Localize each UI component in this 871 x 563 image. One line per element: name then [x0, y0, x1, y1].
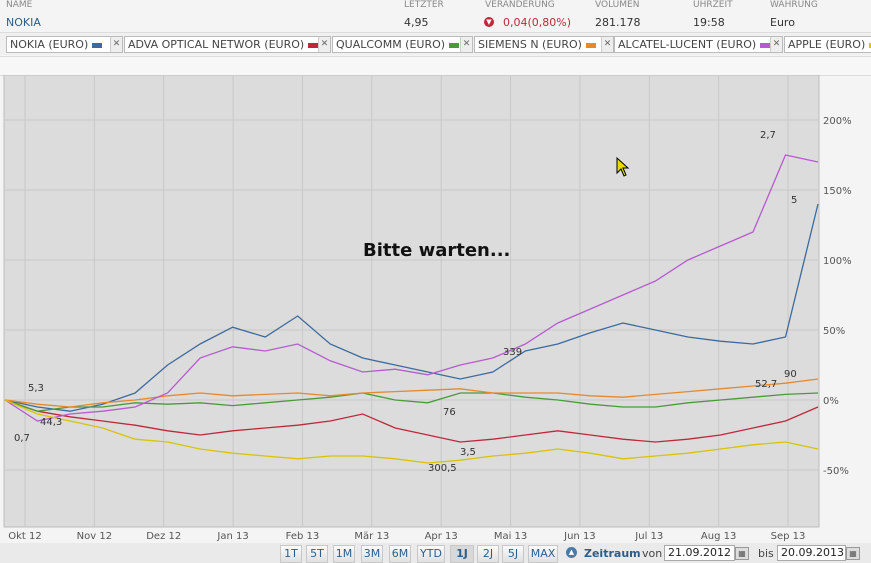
stock-name[interactable]: NOKIA — [6, 16, 41, 29]
table-row[interactable]: NOKIA 4,95 ▼ 0,04(0,80%) 281.178 19:58 E… — [0, 13, 871, 33]
annotation-label: 44,3 — [40, 417, 62, 428]
period-button-6m[interactable]: 6M — [389, 545, 411, 563]
x-tick-label: Mär 13 — [354, 531, 389, 542]
remove-icon[interactable]: ✕ — [110, 37, 122, 52]
chip-adva[interactable]: ADVA OPTICAL NETWOR (EURO) ✕ — [124, 36, 331, 53]
col-currency: WÄHRUNG — [770, 0, 818, 10]
series-line — [4, 203, 819, 412]
y-tick-label: -50% — [823, 466, 849, 477]
annotation-label: 76 — [443, 407, 456, 418]
chip-apple[interactable]: APPLE (EURO) — [784, 36, 871, 53]
period-button-ytd[interactable]: YTD — [417, 545, 445, 563]
col-name: NAME — [6, 0, 33, 10]
color-swatch — [869, 42, 871, 48]
x-tick-label: Jul 13 — [634, 531, 663, 542]
x-tick-label: Nov 12 — [77, 531, 112, 542]
comparison-chips: NOKIA (EURO) ✕ ADVA OPTICAL NETWOR (EURO)… — [0, 33, 871, 55]
annotation-label: 300,5 — [428, 463, 457, 474]
volume-value: 281.178 — [595, 16, 641, 29]
period-button-5j[interactable]: 5J — [502, 545, 524, 563]
toolbar-strip — [0, 56, 871, 76]
chip-label: QUALCOMM (EURO) — [336, 38, 446, 51]
to-label: bis — [758, 547, 774, 560]
annotation-label: 2,7 — [760, 130, 776, 141]
remove-icon[interactable]: ✕ — [601, 37, 613, 52]
color-swatch — [308, 42, 319, 48]
chip-label: APPLE (EURO) — [788, 38, 866, 51]
y-tick-label: 200% — [823, 116, 852, 127]
chip-label: SIEMENS N (EURO) — [478, 38, 582, 51]
x-tick-label: Sep 13 — [771, 531, 806, 542]
series-line — [4, 154, 819, 422]
series-line — [4, 392, 819, 412]
plot-area — [3, 75, 820, 528]
chip-label: NOKIA (EURO) — [10, 38, 89, 51]
x-tick-label: Mai 13 — [494, 531, 527, 542]
y-tick-label: 50% — [823, 326, 845, 337]
annotation-label: 90 — [784, 369, 797, 380]
collapse-icon[interactable]: ▲ — [566, 547, 577, 558]
color-swatch — [449, 42, 460, 48]
price-change: 0,04(0,80%) — [503, 16, 572, 29]
last-price: 4,95 — [404, 16, 429, 29]
loading-message: Bitte warten... — [363, 240, 511, 261]
period-button-2j[interactable]: 2J — [477, 545, 499, 563]
col-last: LETZTER — [404, 0, 444, 10]
down-arrow-icon: ▼ — [484, 17, 494, 27]
period-button-1j[interactable]: 1J — [450, 545, 474, 563]
chip-label: ALCATEL-LUCENT (EURO) — [618, 38, 757, 51]
price-chart: 200% 150% 100% 50% 0% -50% Okt 12 Nov 12 Dez 12… — [3, 75, 852, 542]
y-tick-label: 100% — [823, 256, 852, 267]
to-date-input[interactable]: 20.09.2013 — [777, 545, 846, 561]
remove-icon[interactable]: ✕ — [318, 37, 330, 52]
time-value: 19:58 — [693, 16, 725, 29]
series-line — [4, 378, 819, 408]
annotation-label: 5 — [791, 195, 797, 206]
color-swatch — [760, 42, 771, 48]
annotation-label: 339 — [503, 347, 522, 358]
x-tick-label: Jan 13 — [216, 531, 248, 542]
from-date-input[interactable]: 21.09.2012 — [664, 545, 735, 561]
x-tick-label: Apr 13 — [425, 531, 458, 542]
x-tick-label: Okt 12 — [8, 531, 42, 542]
color-swatch — [92, 42, 103, 48]
period-button-1t[interactable]: 1T — [280, 545, 302, 563]
chip-nokia[interactable]: NOKIA (EURO) ✕ — [6, 36, 123, 53]
period-button-1m[interactable]: 1M — [333, 545, 355, 563]
period-controls: 1T 5T 1M 3M 6M YTD 1J 2J 5J MAX ▲ Zeitra… — [0, 543, 871, 563]
color-swatch — [585, 42, 596, 48]
annotation-label: 0,7 — [14, 433, 30, 444]
chip-qualcomm[interactable]: QUALCOMM (EURO) ✕ — [332, 36, 473, 53]
range-label: Zeitraum — [584, 547, 641, 560]
series-line — [4, 399, 819, 464]
chip-alcatel[interactable]: ALCATEL-LUCENT (EURO) ✕ — [614, 36, 783, 53]
series-line — [4, 399, 819, 443]
mouse-cursor-icon — [616, 157, 630, 177]
col-time: UHRZEIT — [693, 0, 733, 10]
col-change: VERÄNDERUNG — [485, 0, 555, 10]
calendar-icon[interactable]: ▦ — [846, 547, 860, 560]
col-volume: VOLUMEN — [595, 0, 640, 10]
period-button-5t[interactable]: 5T — [306, 545, 328, 563]
from-label: von — [642, 547, 663, 560]
remove-icon[interactable]: ✕ — [460, 37, 472, 52]
currency-value: Euro — [770, 16, 795, 29]
x-tick-label: Aug 13 — [701, 531, 736, 542]
x-tick-label: Dez 12 — [146, 531, 181, 542]
y-tick-label: 150% — [823, 186, 852, 197]
period-button-3m[interactable]: 3M — [361, 545, 383, 563]
annotation-label: 5,3 — [28, 383, 44, 394]
chip-label: ADVA OPTICAL NETWOR (EURO) — [128, 38, 305, 51]
table-header: NAME LETZTER VERÄNDERUNG VOLUMEN UHRZEIT… — [0, 0, 871, 12]
chip-siemens[interactable]: SIEMENS N (EURO) ✕ — [474, 36, 614, 53]
annotation-label: 3,5 — [460, 447, 476, 458]
x-tick-label: Jun 13 — [563, 531, 596, 542]
y-tick-label: 0% — [823, 396, 839, 407]
annotation-label: 52,7 — [755, 379, 777, 390]
remove-icon[interactable]: ✕ — [770, 37, 782, 52]
period-button-max[interactable]: MAX — [528, 545, 558, 563]
x-tick-label: Feb 13 — [286, 531, 320, 542]
calendar-icon[interactable]: ▦ — [735, 547, 749, 560]
